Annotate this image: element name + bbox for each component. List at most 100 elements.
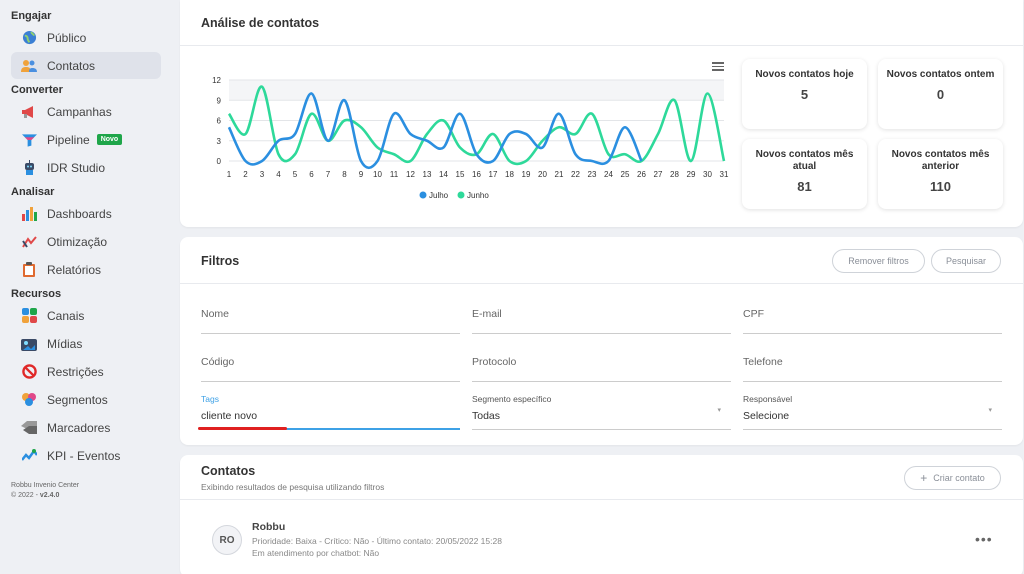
stat-value: 5 [800, 87, 809, 102]
x-tick-label: 26 [637, 170, 646, 179]
segment-label: Segmento específico [472, 394, 552, 404]
remove-filters-button[interactable]: Remover filtros [832, 249, 925, 273]
optimization-icon [21, 234, 37, 250]
sidebar-item-label: Otimização [47, 234, 108, 249]
x-tick-label: 13 [423, 170, 432, 179]
megaphone-icon [21, 104, 37, 120]
filters-divider [180, 283, 1023, 284]
sidebar-item-publico[interactable]: Público [11, 24, 161, 51]
stat-value: 110 [930, 179, 951, 194]
x-tick-label: 19 [522, 170, 531, 179]
x-tick-label: 5 [293, 170, 298, 179]
contact-name[interactable]: Robbu [252, 521, 286, 533]
stat-label: Novos contatos ontem [886, 69, 995, 80]
sidebar-item-otimizacao[interactable]: Otimização [11, 228, 161, 255]
sidebar-item-label: Segmentos [47, 392, 108, 407]
sidebar-item-label: Pipeline [47, 132, 90, 147]
new-badge: Novo [96, 134, 123, 145]
sidebar-item-marcadores[interactable]: Marcadores [11, 414, 161, 441]
contacts-card: Contatos Exibindo resultados de pesquisa… [180, 455, 1023, 574]
sidebar-item-idr-studio[interactable]: IDR Studio [11, 154, 161, 181]
legend-marker [457, 191, 465, 199]
x-tick-label: 2 [243, 170, 248, 179]
cpf-field[interactable]: CPF [743, 294, 1002, 334]
sidebar-item-midias[interactable]: Mídias [11, 330, 161, 357]
sidebar-item-label: Restrições [47, 364, 104, 379]
sidebar-item-dashboards[interactable]: Dashboards [11, 200, 161, 227]
contacts-title: Contatos [201, 464, 256, 478]
sidebar-item-segmentos[interactable]: Segmentos [11, 386, 161, 413]
search-button[interactable]: Pesquisar [931, 249, 1001, 273]
x-tick-label: 4 [276, 170, 281, 179]
responsible-select[interactable]: Responsável Selecione ▾ [743, 390, 1002, 430]
stat-label: Novos contatos hoje [755, 69, 854, 80]
phone-field[interactable]: Telefone [743, 342, 1002, 382]
filters-card: Filtros Remover filtros Pesquisar Nome E… [180, 237, 1023, 445]
segment-select[interactable]: Segmento específico Todas ▾ [472, 390, 731, 430]
chart-menu-icon[interactable] [712, 62, 724, 71]
create-contact-label: Criar contato [933, 473, 985, 483]
sidebar-footer: Robbu Invenio Center © 2022 - v2.4.0 [0, 481, 170, 501]
media-icon [21, 336, 37, 352]
sidebar-item-label: Contatos [47, 58, 96, 73]
create-contact-button[interactable]: + Criar contato [904, 466, 1001, 490]
code-placeholder: Código [201, 356, 235, 368]
y-tick-label: 9 [217, 96, 222, 105]
sidebar-item-relatorios[interactable]: Relatórios [11, 256, 161, 283]
plus-icon: + [920, 471, 928, 485]
channels-icon [21, 308, 37, 324]
contact-details: Prioridade: Baixa - Crítico: Não - Últim… [252, 536, 502, 546]
x-tick-label: 8 [342, 170, 347, 179]
x-tick-label: 10 [373, 170, 382, 179]
sidebar-item-restricoes[interactable]: Restrições [11, 358, 161, 385]
protocol-field[interactable]: Protocolo [472, 342, 731, 382]
x-tick-label: 7 [326, 170, 331, 179]
tag-icon [21, 420, 37, 436]
sidebar-item-campanhas[interactable]: Campanhas [11, 98, 161, 125]
y-tick-label: 3 [217, 137, 222, 146]
footer-copyright: © 2022 - [11, 492, 40, 499]
stat-previous-month: Novos contatos mês anterior 110 [878, 139, 1003, 209]
section-title: Converter [11, 84, 63, 96]
x-tick-label: 15 [456, 170, 465, 179]
tags-field[interactable]: Tags cliente novo [198, 390, 460, 430]
chart-grid-band [229, 80, 724, 101]
clipboard-icon [21, 262, 37, 278]
code-field[interactable]: Código [201, 342, 460, 382]
section-title: Recursos [11, 288, 62, 300]
sidebar-item-label: Marcadores [47, 420, 111, 435]
contact-status: Em atendimento por chatbot: Não [252, 548, 380, 558]
tags-input-value[interactable]: cliente novo [201, 410, 258, 422]
stat-label: Novos contatos mês atual [755, 149, 854, 172]
contacts-subtitle: Exibindo resultados de pesquisa utilizan… [201, 482, 385, 492]
x-tick-label: 24 [604, 170, 613, 179]
contacts-divider [180, 499, 1023, 500]
email-field[interactable]: E-mail [472, 294, 731, 334]
name-field[interactable]: Nome [201, 294, 460, 334]
more-options-icon[interactable]: ••• [975, 531, 993, 547]
x-tick-label: 9 [359, 170, 364, 179]
stat-yesterday: Novos contatos ontem 0 [878, 59, 1003, 129]
y-tick-label: 6 [217, 117, 222, 126]
sidebar-item-kpi-eventos[interactable]: KPI - Eventos [11, 442, 161, 469]
stat-value: 81 [797, 179, 812, 194]
sidebar-item-label: Mídias [47, 336, 83, 351]
sidebar-item-canais[interactable]: Canais [11, 302, 161, 329]
name-placeholder: Nome [201, 308, 230, 320]
sidebar-item-contatos[interactable]: Contatos [11, 52, 161, 79]
globe-icon [21, 30, 37, 46]
y-tick-label: 12 [212, 76, 221, 85]
analysis-title: Análise de contatos [201, 16, 320, 30]
x-tick-label: 25 [621, 170, 630, 179]
stat-label: Novos contatos mês anterior [891, 149, 990, 172]
sidebar-item-pipeline[interactable]: Pipeline Novo [11, 126, 161, 153]
analysis-divider [180, 45, 1023, 46]
legend-marker [419, 191, 427, 199]
sidebar-item-label: Campanhas [47, 104, 112, 119]
section-title: Engajar [11, 10, 52, 22]
sidebar-section-analisar: Analisar Dashboards Otimização Relatório… [0, 182, 170, 283]
robot-icon [21, 160, 37, 176]
chevron-down-icon: ▾ [988, 407, 992, 414]
x-tick-label: 30 [703, 170, 712, 179]
x-tick-label: 28 [670, 170, 679, 179]
